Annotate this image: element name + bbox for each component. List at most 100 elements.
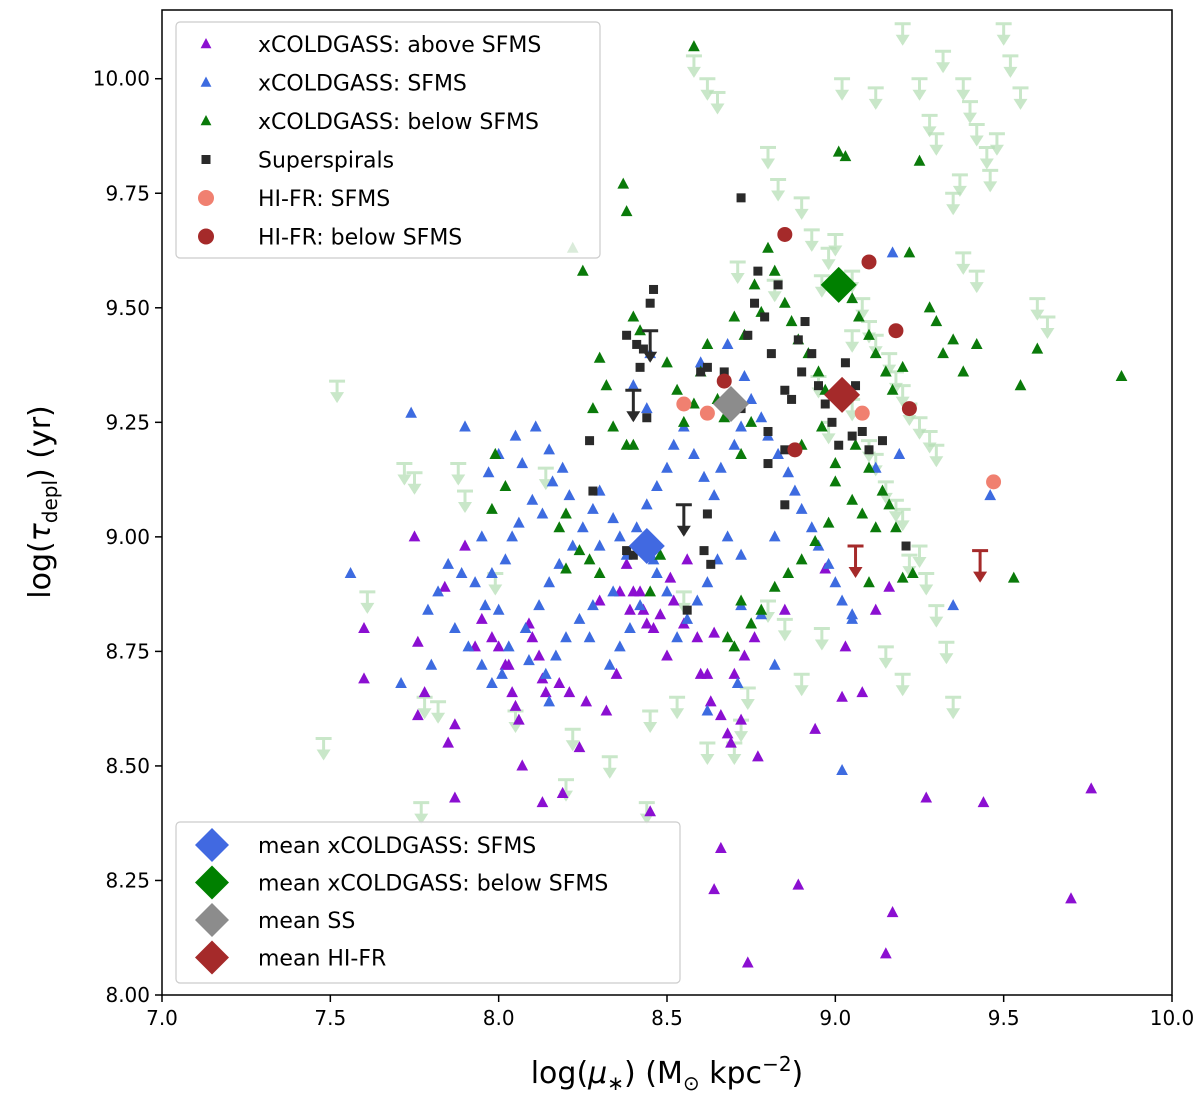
triangle-marker: [688, 447, 700, 459]
y-tick-label: 8.25: [105, 868, 150, 892]
triangle-marker: [513, 516, 525, 528]
triangle-marker: [681, 612, 694, 624]
triangle-marker: [432, 585, 444, 597]
square-marker: [847, 431, 857, 441]
legend-label: HI-FR: below SFMS: [258, 226, 462, 251]
triangle-marker: [576, 264, 589, 276]
triangle-marker: [812, 365, 825, 377]
legend-marker: [198, 228, 214, 245]
triangle-marker: [412, 635, 424, 647]
legend-marker: [200, 115, 212, 126]
square-marker: [827, 417, 837, 427]
y-tick-label: 9.75: [105, 181, 150, 205]
triangle-marker: [853, 310, 865, 322]
square-marker: [820, 399, 830, 409]
triangle-marker: [614, 530, 626, 542]
triangle-marker: [624, 603, 636, 615]
triangle-marker: [721, 337, 734, 349]
triangle-marker: [691, 594, 704, 606]
legend-label: mean HI-FR: [258, 947, 386, 972]
triangle-marker: [644, 805, 657, 817]
triangle-marker: [647, 553, 660, 565]
triangle-marker: [809, 722, 821, 734]
square-marker: [682, 605, 692, 615]
upper-limit-faint-marker: [938, 640, 955, 665]
triangle-marker: [846, 608, 859, 620]
triangle-marker: [667, 438, 680, 450]
triangle-marker: [583, 553, 596, 565]
square-marker: [743, 330, 753, 340]
triangle-marker: [627, 310, 640, 322]
triangle-marker: [869, 347, 882, 359]
mean-markers-layer: [628, 266, 861, 565]
triangle-marker: [805, 521, 818, 533]
triangle-marker: [603, 658, 616, 670]
triangle-marker: [768, 658, 781, 670]
triangle-marker: [492, 603, 505, 615]
upper-limit-faint-marker: [669, 695, 686, 720]
square-marker: [800, 317, 810, 327]
upper-limit-faint-marker: [699, 77, 716, 101]
triangle-marker: [593, 567, 606, 579]
triangle-marker: [516, 457, 529, 469]
square-marker: [649, 284, 659, 294]
triangle-marker: [617, 177, 630, 189]
circle-marker: [861, 254, 877, 270]
triangle-marker: [560, 631, 572, 643]
square-marker: [857, 426, 867, 436]
triangle-marker: [469, 576, 481, 588]
triangle-marker: [587, 502, 599, 514]
triangle-marker: [698, 470, 710, 482]
triangle-marker: [947, 599, 960, 611]
triangle-marker: [513, 713, 525, 725]
upper-limit-faint-marker: [968, 123, 985, 147]
triangle-marker: [553, 676, 566, 689]
x-axis-label: log(μ∗) (M⊙ kpc−2): [531, 1052, 804, 1095]
triangle-marker: [984, 489, 997, 501]
triangle-marker: [708, 626, 720, 638]
triangle-marker: [573, 741, 586, 753]
triangle-marker: [906, 567, 919, 579]
triangle-marker: [701, 576, 714, 588]
upper-limit-faint-marker: [955, 77, 972, 101]
triangle-marker: [449, 791, 461, 803]
triangle-marker: [479, 599, 492, 611]
triangle-marker: [1014, 379, 1027, 391]
triangle-marker: [721, 530, 734, 542]
square-marker: [814, 381, 823, 391]
upper-limit-faint-marker: [803, 228, 820, 252]
circle-marker: [901, 401, 917, 417]
square-marker: [645, 298, 655, 308]
triangle-marker: [677, 415, 690, 427]
y-axis-ticks: 8.00 8.25 8.50 8.75 9.00 9.25 9.50 9.75 10.00: [93, 67, 162, 1007]
legend-marker: [195, 940, 229, 975]
circle-marker: [854, 405, 870, 421]
triangle-marker: [523, 654, 535, 666]
triangle-marker: [644, 585, 657, 597]
triangle-marker: [539, 667, 552, 679]
triangle-marker: [634, 324, 646, 336]
triangle-marker: [587, 599, 599, 611]
triangle-marker: [937, 347, 949, 359]
triangle-marker: [671, 631, 683, 643]
triangle-marker: [640, 617, 653, 629]
square-marker: [864, 445, 874, 455]
triangle-marker: [715, 461, 727, 473]
x-tick-label: 7.5: [314, 1006, 346, 1030]
triangle-marker: [459, 539, 471, 551]
legend-label: xCOLDGASS: below SFMS: [258, 110, 539, 135]
x-axis-ticks: 7.0 7.5 8.0 8.5 9.0 9.5 10.0: [146, 995, 1194, 1030]
triangle-marker: [583, 631, 596, 643]
upper-limit-faint-marker: [450, 462, 467, 486]
triangle-marker: [795, 502, 808, 514]
upper-limit-faint-marker: [928, 132, 945, 156]
triangle-marker: [782, 466, 795, 478]
triangle-marker: [556, 461, 569, 473]
triangle-marker: [745, 415, 758, 427]
triangle-marker: [475, 612, 488, 624]
triangle-marker: [539, 686, 552, 698]
upper-limit-faint-marker: [894, 672, 911, 697]
upper-limit-faint-marker: [955, 251, 972, 275]
upper-limit-marker: [847, 544, 864, 579]
